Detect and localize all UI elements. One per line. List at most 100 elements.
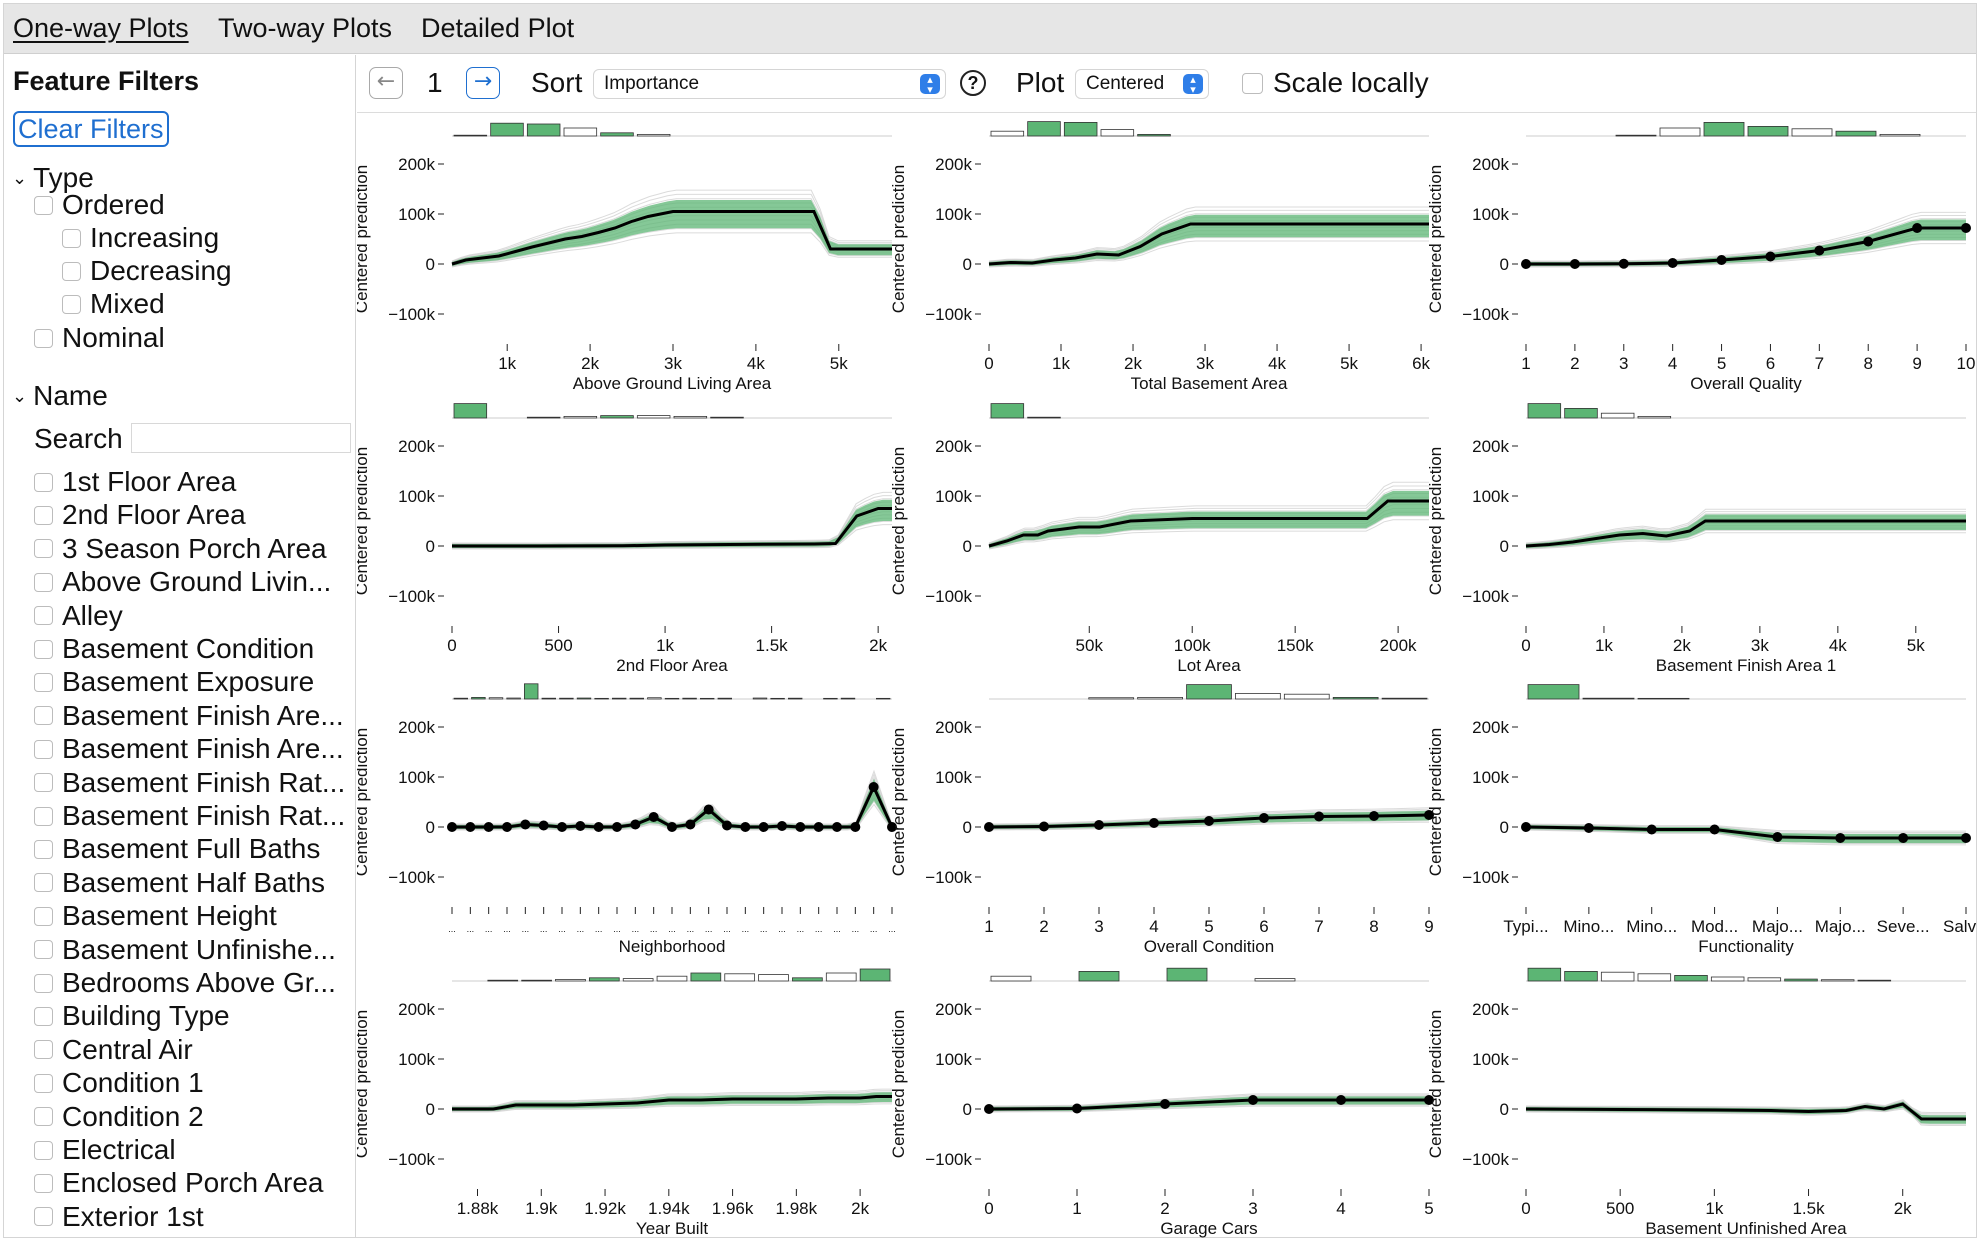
y-tick-label: 100k [935,205,972,224]
filter-checkbox[interactable] [34,1073,53,1093]
pdp-point [1094,820,1104,830]
type-filter-mixed[interactable]: Mixed [62,288,165,320]
scale-locally-checkbox[interactable] [1242,73,1263,94]
type-filter-nominal[interactable]: Nominal [34,322,165,354]
name-section-header[interactable]: ⌄ Name [12,380,108,412]
name-filter-item[interactable]: Exterior 1st [34,1201,204,1233]
filter-checkbox[interactable] [34,328,53,348]
type-filter-ordered[interactable]: Ordered [34,189,165,221]
filter-checkbox[interactable] [62,294,81,314]
sort-select[interactable]: Importance ▴ ▾ [593,69,946,99]
name-filter-item[interactable]: Basement Condition [34,633,314,665]
ice-line [452,772,893,826]
hist-bar [1637,697,1690,700]
name-filter-item[interactable]: Basement Half Baths [34,867,325,899]
plot-mode-value: Centered [1086,73,1165,94]
filter-checkbox[interactable] [34,873,53,893]
filter-checkbox[interactable] [34,572,53,592]
filter-checkbox[interactable] [34,1006,53,1026]
type-filter-increasing[interactable]: Increasing [62,222,219,254]
name-filter-item[interactable]: Bedrooms Above Gr... [34,967,336,999]
feature-filters-sidebar: Feature Filters Clear Filters ⌄ Type Orde… [4,55,356,1238]
next-page-button[interactable]: → [466,67,500,99]
name-filter-item[interactable]: 3 Season Porch Area [34,533,327,565]
filter-label: Above Ground Livin... [62,566,332,598]
filter-label: Nominal [62,322,165,353]
filter-checkbox[interactable] [34,839,53,859]
hist-bar [636,415,671,419]
y-axis-label: Centered prediction [357,1010,371,1158]
filter-checkbox[interactable] [34,672,53,692]
name-filter-item[interactable]: 2nd Floor Area [34,499,246,531]
filter-checkbox[interactable] [34,973,53,993]
filter-checkbox[interactable] [34,773,53,793]
pdp-point [1961,833,1971,843]
name-filter-item[interactable]: Basement Finish Rat... [34,767,345,799]
tab-one-way-plots[interactable]: One-way Plots [13,13,189,43]
name-filter-item[interactable]: Condition 1 [34,1067,204,1099]
ice-line [452,504,892,546]
type-filter-decreasing[interactable]: Decreasing [62,255,232,287]
name-filter-item[interactable]: Enclosed Porch Area [34,1167,324,1199]
hist-bar [1857,979,1892,982]
pdp-point [984,822,994,832]
ice-line [452,776,893,826]
name-filter-item[interactable]: Building Type [34,1000,230,1032]
x-tick-label: 50k [1076,636,1104,655]
filter-checkbox[interactable] [62,261,81,281]
filter-checkbox[interactable] [34,505,53,525]
filter-checkbox[interactable] [62,228,81,248]
filter-checkbox[interactable] [34,539,53,559]
x-tick-label: 5 [1424,1199,1433,1218]
pdp-point [703,804,714,815]
question-circle-icon[interactable]: ? [960,70,986,96]
filter-checkbox[interactable] [34,806,53,826]
name-filter-item[interactable]: Basement Finish Are... [34,700,344,732]
name-filter-item[interactable]: Basement Unfinishe... [34,934,336,966]
filter-checkbox[interactable] [34,1040,53,1060]
name-filter-item[interactable]: Basement Height [34,900,277,932]
name-filter-item[interactable]: 1st Floor Area [34,466,236,498]
name-section-label: Name [33,380,108,411]
filter-checkbox[interactable] [34,639,53,659]
prev-page-button[interactable]: ← [369,67,403,99]
y-tick-label: −100k [1462,305,1509,324]
name-filter-item[interactable]: Basement Finish Rat... [34,800,345,832]
filter-checkbox[interactable] [34,472,53,492]
x-tick-label: ... [778,924,786,934]
pdp-plots-svg: −100k 0 100k 200k Centered prediction 1k 2k 3k 4… [357,121,1976,1238]
hist-bar [1100,129,1135,137]
tab-detailed-plot[interactable]: Detailed Plot [421,13,575,43]
filter-checkbox[interactable] [34,1207,53,1227]
hist-bar [594,697,609,700]
y-tick-label: 200k [935,1000,972,1019]
hist-bar [717,697,733,700]
name-filter-item[interactable]: Electrical [34,1134,176,1166]
filter-checkbox[interactable] [34,195,53,215]
plot-mode-select[interactable]: Centered ▴ ▾ [1075,69,1209,99]
name-filter-item[interactable]: Basement Finish Are... [34,733,344,765]
y-tick-label: 0 [1500,818,1509,837]
name-filter-item[interactable]: Central Air [34,1034,193,1066]
name-filter-item[interactable]: Above Ground Livin... [34,566,331,598]
filter-checkbox[interactable] [34,606,53,626]
filter-checkbox[interactable] [34,1140,53,1160]
tab-two-way-plots[interactable]: Two-way Plots [218,13,393,43]
x-tick-label: 1k [1595,636,1613,655]
filter-checkbox[interactable] [34,940,53,960]
filter-checkbox[interactable] [34,739,53,759]
name-filter-item[interactable]: Condition 2 [34,1101,204,1133]
filter-checkbox[interactable] [34,706,53,726]
clear-filters-button[interactable]: Clear Filters [13,111,169,147]
feature-search-input[interactable] [131,423,351,453]
type-section-header[interactable]: ⌄ Type [12,162,94,194]
name-filter-item[interactable]: Basement Full Baths [34,833,320,865]
filter-checkbox[interactable] [34,906,53,926]
pdp-point [868,782,879,792]
hist-bar [1027,416,1061,419]
name-filter-item[interactable]: Alley [34,600,123,632]
filter-checkbox[interactable] [34,1173,53,1193]
ice-line [989,1105,1429,1113]
filter-checkbox[interactable] [34,1107,53,1127]
name-filter-item[interactable]: Basement Exposure [34,666,314,698]
